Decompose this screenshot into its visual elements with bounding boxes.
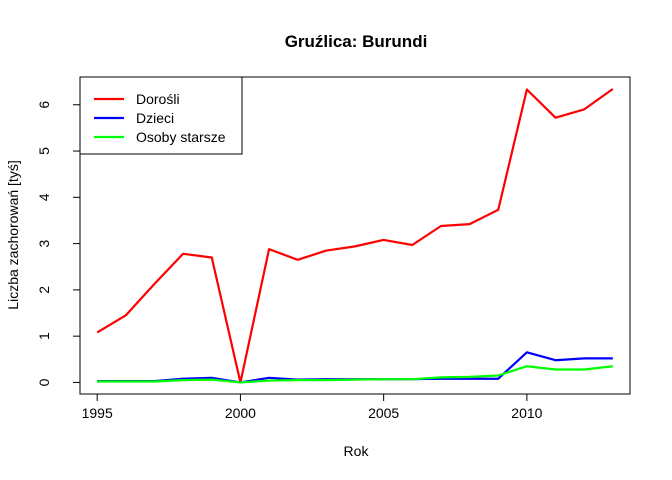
legend-label: Osoby starsze [136, 129, 226, 145]
y-axis: 0 1 2 3 4 5 6 [36, 101, 81, 386]
x-tick-label: 2000 [225, 405, 256, 421]
x-tick-label: 2005 [368, 405, 399, 421]
x-tick-label: 1995 [82, 405, 113, 421]
series-line-3 [97, 365, 613, 384]
y-tick-label: 5 [36, 147, 52, 155]
y-tick-label: 3 [36, 239, 52, 247]
x-tick-label: 2010 [511, 405, 542, 421]
y-tick-label: 0 [36, 378, 52, 386]
legend-label: Dzieci [136, 110, 174, 126]
legend-box [79, 76, 243, 155]
y-axis-label: Liczba zachorowań [tyś] [5, 160, 21, 309]
legend: Dorośli Dzieci Osoby starsze [79, 76, 243, 155]
legend-label: Dorośli [136, 91, 180, 107]
chart-title: Gruźlica: Burundi [285, 32, 428, 51]
y-tick-label: 4 [36, 193, 52, 201]
series-lines [96, 88, 614, 384]
y-tick-label: 6 [36, 101, 52, 109]
series-line-1 [96, 88, 614, 384]
y-tick-label: 1 [36, 332, 52, 340]
x-axis: 1995 2000 2005 2010 [82, 393, 543, 421]
x-axis-label: Rok [344, 443, 370, 459]
y-tick-label: 2 [36, 286, 52, 294]
